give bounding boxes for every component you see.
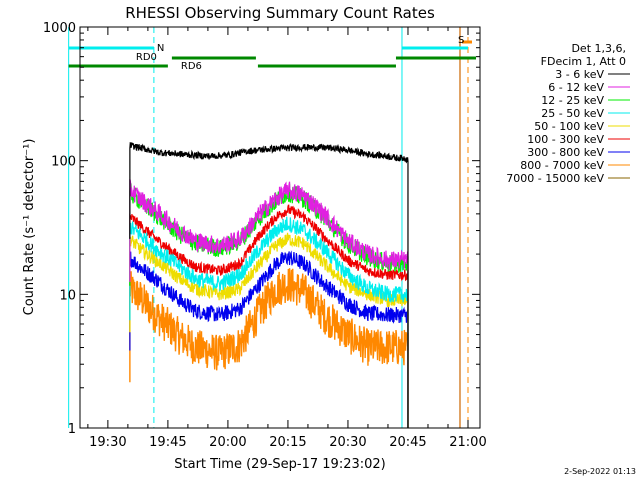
x-tick-label: 19:30 [89, 435, 126, 450]
series-6-12-kev [129, 178, 409, 428]
y-tick-label: 100 [51, 155, 76, 170]
x-tick-label: 19:45 [149, 435, 186, 450]
annotation-s: S [458, 35, 464, 46]
legend-label: 100 - 300 keV [527, 133, 604, 146]
legend-label: 6 - 12 keV [548, 81, 604, 94]
series-100-300-kev [129, 204, 409, 428]
legend-header-detectors: Det 1,3,6, [571, 42, 626, 55]
x-tick-label: 20:00 [209, 435, 246, 450]
legend-label: 25 - 50 keV [541, 107, 604, 120]
series-300-800-kev [129, 250, 409, 428]
series-3-6-kev [129, 142, 409, 428]
legend-label: 12 - 25 keV [541, 94, 604, 107]
legend-label: 50 - 100 keV [534, 120, 604, 133]
y-tick-label: 1000 [43, 21, 76, 36]
chart-title: RHESSI Observing Summary Count Rates [125, 4, 435, 22]
x-tick-label: 20:45 [389, 435, 426, 450]
series-800-7000-kev [129, 268, 409, 428]
legend-label: 800 - 7000 keV [520, 159, 604, 172]
footer-timestamp: 2-Sep-2022 01:13 [564, 467, 636, 476]
legend-label: 300 - 800 keV [527, 146, 604, 159]
series-25-50-kev [129, 216, 409, 428]
x-tick-label: 21:00 [449, 435, 486, 450]
x-tick-label: 20:15 [269, 435, 306, 450]
legend-header-decim: FDecim 1, Att 0 [541, 55, 626, 68]
annotation-rd0: RD0 [136, 52, 157, 63]
annotation-n: N [157, 43, 164, 54]
legend-label: 7000 - 15000 keV [506, 172, 604, 185]
y-tick-label: 1 [68, 422, 76, 437]
x-axis-label: Start Time (29-Sep-17 19:23:02) [174, 457, 385, 472]
y-tick-label: 10 [59, 288, 76, 303]
y-axis-label: Count Rate (s⁻¹ detector⁻¹) [22, 139, 37, 316]
plot-frame [79, 26, 481, 429]
annotation-rd6: RD6 [181, 61, 202, 72]
legend-label: 3 - 6 keV [555, 68, 604, 81]
series-50-100-kev [129, 232, 409, 428]
x-tick-label: 20:30 [329, 435, 366, 450]
